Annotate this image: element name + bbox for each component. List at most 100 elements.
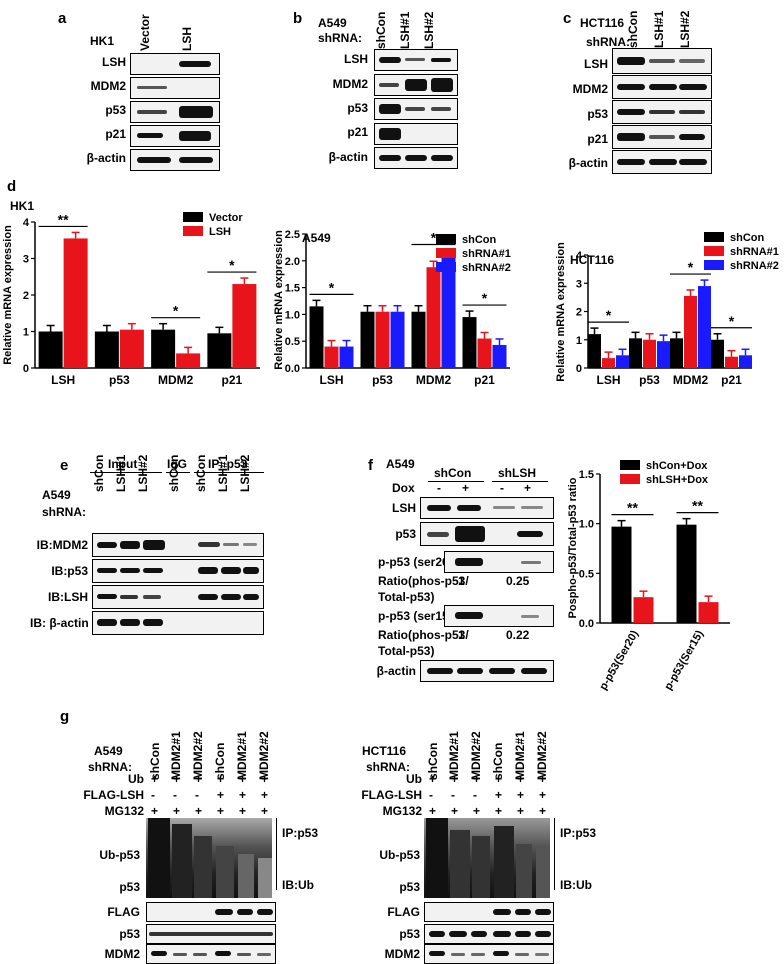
shrna-label: shRNA: (366, 760, 410, 774)
lane-label: shCon (167, 454, 181, 492)
western-blot-strip (92, 585, 264, 609)
significance-label: * (173, 303, 179, 319)
condition-sign: + (217, 804, 225, 818)
significance-label: ** (692, 498, 703, 514)
lane-label: LSH#2 (136, 454, 150, 492)
lane-label: LSH#2 (238, 454, 252, 492)
blot-row-label: β-actin (328, 150, 368, 164)
condition-sign: + (539, 788, 547, 802)
bar (426, 267, 441, 368)
y-tick-label: 0.5 (285, 336, 300, 348)
panel-letter-a: a (58, 10, 67, 27)
chart-hct116: 0 1 2 3 4 Relative mRNA expression HCT116 LSH p5… (555, 232, 779, 387)
condition-sign: + (429, 772, 437, 786)
condition-sign: + (495, 772, 503, 786)
y-tick-label: 3 (23, 254, 29, 266)
western-blot-strip (146, 902, 276, 922)
blot-row-label: IB:p53 (51, 564, 88, 578)
blot-row-label: MDM2 (90, 79, 126, 93)
condition-sign: + (495, 804, 503, 818)
cell-line-label: A549 (386, 457, 415, 471)
bar (633, 597, 654, 623)
bar (676, 524, 697, 623)
x-tick-label: p-p53(Ser15) (662, 628, 706, 692)
group-underline (166, 472, 190, 473)
western-blot-strip (130, 101, 220, 123)
bar (375, 311, 390, 368)
condition-sign: + (195, 804, 203, 818)
y-axis-label: Pospho-p53/Total-p53 ratio (567, 477, 579, 618)
significance-label: * (329, 279, 335, 295)
legend-swatch (620, 460, 640, 470)
western-blot-strip (146, 924, 276, 944)
bar (462, 317, 477, 368)
y-tick-label: 4 (576, 250, 583, 262)
legend-swatch (436, 262, 456, 272)
panel-letter-d: d (7, 178, 17, 195)
condition-sign: - (451, 788, 455, 802)
western-blot-strip (146, 944, 276, 964)
blot-row-label: p53 (395, 527, 416, 541)
significance-label: ** (58, 211, 69, 227)
blot-row-label: p53 (347, 101, 368, 115)
significance-label: * (482, 290, 488, 306)
lane-label: shCon (92, 454, 106, 492)
x-tick-label: p21 (474, 373, 495, 387)
panel-letter-e: e (60, 457, 69, 474)
y-tick-label: 2.0 (285, 256, 300, 268)
ip-label: IP:p53 (560, 826, 597, 840)
y-tick-label: 1 (23, 327, 29, 339)
condition-label: FLAG-LSH (361, 788, 422, 802)
western-blot-strip (130, 125, 220, 147)
legend-label: shRNA#1 (730, 246, 779, 258)
western-blot-strip (612, 48, 712, 74)
ratio-label: Ratio(phos-p53/ (378, 628, 469, 642)
condition-sign: + (261, 804, 269, 818)
x-tick-label: LSH (320, 373, 344, 387)
chart-hk1: 0 1 2 3 4 Relative mRNA expression HK1 LSH p53 MD… (2, 199, 260, 387)
blot-row-label: β-actin (86, 151, 126, 165)
legend-swatch (436, 248, 456, 258)
significance-label: * (431, 230, 437, 246)
x-tick-label: MDM2 (158, 373, 194, 387)
bar (477, 338, 492, 368)
x-tick-label: p53 (372, 373, 393, 387)
condition-sign: + (195, 772, 203, 786)
condition-sign: + (517, 804, 525, 818)
lane-label: LSH#1 (114, 454, 128, 492)
ip-bracket (554, 818, 555, 890)
condition-sign: + (173, 804, 181, 818)
bar (492, 344, 507, 368)
x-tick-label: p53 (639, 373, 660, 387)
y-axis-label: Relative mRNA expression (2, 225, 14, 365)
condition-sign: + (239, 804, 247, 818)
y-tick-label: 0.0 (285, 363, 300, 375)
y-tick-label: 1 (576, 335, 582, 347)
western-blot-strip (374, 74, 458, 96)
ratio-label: Ratio(phos-p53/ (378, 574, 469, 588)
bar (711, 339, 724, 368)
western-blot-strip (612, 100, 712, 124)
ratio-value: 1 (458, 628, 465, 642)
ratio-label: Total-p53) (378, 644, 435, 658)
condition-label: FLAG-LSH (83, 788, 144, 802)
bar (739, 355, 752, 368)
bar (411, 311, 426, 368)
condition-sign: - (195, 788, 199, 802)
group-label: IgG (167, 457, 187, 471)
bar (324, 346, 339, 368)
legend-label: shRNA#1 (462, 248, 511, 260)
legend-label: shLSH+Dox (646, 474, 709, 486)
condition-sign: + (517, 788, 525, 802)
significance-label: * (606, 307, 612, 323)
condition-sign: + (261, 788, 269, 802)
western-blot-strip (424, 944, 554, 964)
condition-sign: + (217, 772, 225, 786)
western-blot-strip (612, 125, 712, 149)
significance-label: * (688, 259, 694, 275)
bar (441, 256, 456, 368)
legend-swatch (620, 474, 640, 484)
condition-sign: + (517, 772, 525, 786)
shrna-label: shRNA: (88, 760, 132, 774)
bar (360, 311, 375, 368)
